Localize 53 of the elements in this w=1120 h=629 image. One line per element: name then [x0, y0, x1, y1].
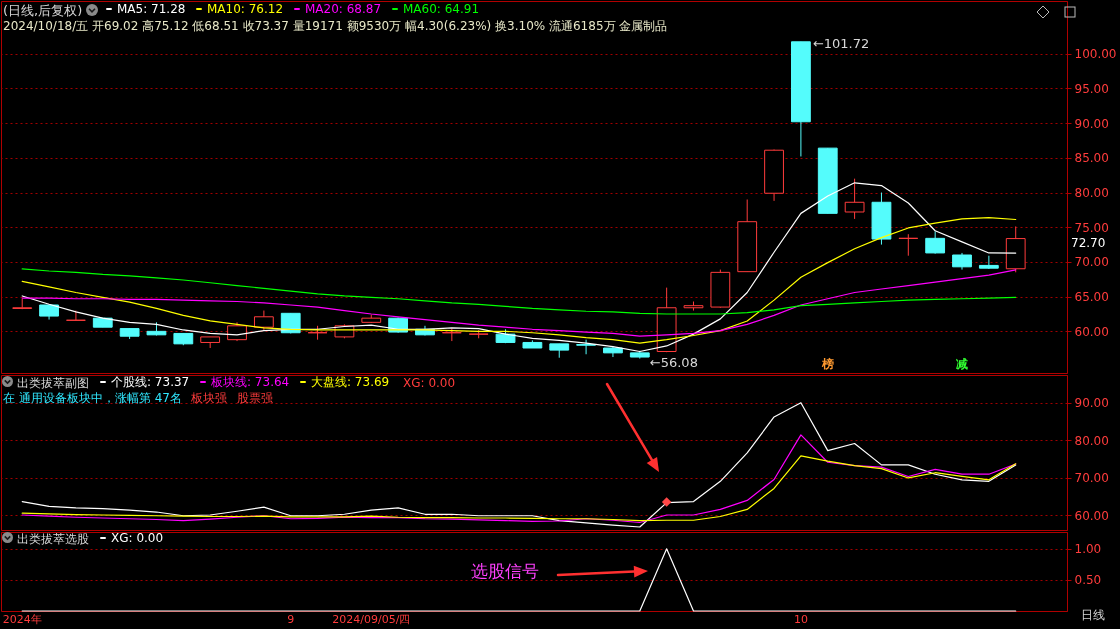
legend-label: XG: 0.00	[111, 531, 164, 545]
candlestick	[253, 310, 274, 331]
chart-title: 出类拔萃副图	[17, 376, 89, 390]
y-tick-label: 70.00	[1074, 471, 1109, 486]
annotation: 选股信号	[471, 561, 539, 581]
y-tick-label: 90.00	[1074, 396, 1109, 411]
y-tick-label: 90.00	[1074, 116, 1109, 131]
y-tick-label: 60.00	[1074, 508, 1109, 523]
legend-label: MA10: 76.12	[207, 2, 284, 16]
legend-label: 大盘线: 73.69	[311, 375, 390, 389]
y-tick-label: 70.00	[1074, 255, 1109, 270]
text: 日线	[1081, 608, 1105, 622]
y-tick-label: 80.00	[1074, 433, 1109, 448]
y-tick-label: 1.00	[1074, 542, 1102, 557]
annotation: 减	[956, 357, 969, 371]
x-tick-label: 10	[793, 612, 808, 626]
y-tick-label: 95.00	[1074, 81, 1109, 96]
annotation: ←101.72	[812, 36, 870, 51]
annotation: XG: 0.00	[403, 376, 456, 390]
legend-label: MA5: 71.28	[117, 2, 186, 16]
legend-label: MA20: 68.87	[305, 2, 382, 16]
legend-label: MA60: 64.91	[403, 2, 480, 16]
chart-title: 出类拔萃选股	[17, 532, 89, 546]
legend-label: 个股线: 73.37	[111, 375, 190, 389]
candlestick	[66, 310, 86, 321]
y-tick-label: 85.00	[1074, 151, 1109, 166]
candlestick	[227, 321, 247, 342]
line-series	[21, 455, 1017, 522]
x-tick-label: 2024年	[2, 612, 42, 626]
annotation: 股票强	[237, 391, 273, 405]
annotation: ←56.08	[649, 355, 698, 370]
candlestick	[925, 230, 946, 255]
candlestick	[978, 255, 999, 270]
y-tick-label: 65.00	[1074, 290, 1109, 305]
line-series	[21, 402, 1017, 528]
annotation: 榜	[820, 357, 834, 371]
x-tick-label: 2024/09/05/四	[332, 612, 411, 626]
y-tick-label: 100.00	[1074, 47, 1117, 62]
y-tick-label: 60.00	[1074, 324, 1109, 339]
line-series	[21, 216, 1017, 344]
legend-label: 板块线: 73.64	[210, 375, 290, 389]
y-tick-label: 0.50	[1074, 573, 1102, 588]
annotation: 在 通用设备板块中，涨幅第 47名	[3, 391, 182, 405]
y-tick-label: 80.00	[1074, 186, 1109, 201]
y-tick-label: 75.00	[1074, 220, 1109, 235]
annotation: 板块强	[190, 391, 227, 405]
chart-title: (日线,后复权)	[3, 3, 83, 18]
candlestick	[898, 233, 919, 257]
candlestick	[844, 178, 865, 220]
line-series	[21, 268, 1017, 315]
x-tick-label: 9	[287, 612, 295, 626]
text: 72.70	[1071, 236, 1106, 250]
text: 2024/10/18/五 开69.02 高75.12 低68.51 收73.37 量19171 额9530万 幅4.30(6.23%) 换3.10% 流通6185万 金属制品	[3, 19, 668, 33]
